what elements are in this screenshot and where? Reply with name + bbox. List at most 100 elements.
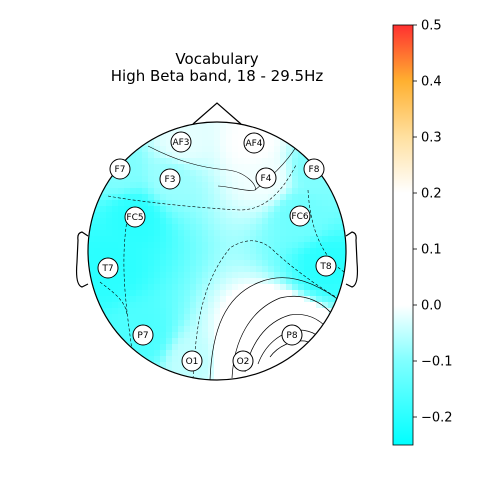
heatmap-cell — [172, 260, 179, 267]
heatmap-cell — [298, 242, 305, 249]
heatmap-cell — [262, 134, 269, 141]
heatmap-cell — [208, 302, 215, 309]
heatmap-cell — [172, 236, 179, 243]
heatmap-cell — [268, 194, 275, 201]
colorbar-tick-label: 0.2 — [421, 187, 442, 202]
heatmap-cell — [286, 362, 293, 369]
heatmap-cell — [328, 284, 335, 291]
heatmap-cell — [196, 194, 203, 201]
heatmap-cell — [280, 200, 287, 207]
heatmap-cell — [238, 338, 245, 345]
heatmap-cell — [142, 188, 149, 195]
heatmap-cell — [214, 332, 221, 339]
heatmap-cell — [208, 284, 215, 291]
heatmap-cell — [220, 338, 227, 345]
heatmap-cell — [334, 284, 341, 291]
heatmap-cell — [100, 248, 107, 255]
heatmap-cell — [166, 230, 173, 237]
heatmap-cell — [244, 368, 251, 375]
electrode-label: T8 — [319, 262, 331, 272]
heatmap-cell — [136, 236, 143, 243]
heatmap-cell — [160, 272, 167, 279]
heatmap-cell — [118, 254, 125, 261]
heatmap-cell — [214, 230, 221, 237]
heatmap-cell — [196, 176, 203, 183]
heatmap-cell — [256, 212, 263, 219]
heatmap-cell — [262, 356, 269, 363]
heatmap-cell — [298, 254, 305, 261]
heatmap-cell — [196, 374, 203, 380]
heatmap-cell — [298, 266, 305, 273]
electrode-label: FC5 — [126, 213, 143, 223]
heatmap-cell — [226, 314, 233, 321]
heatmap-cell — [262, 194, 269, 201]
heatmap-cell — [238, 284, 245, 291]
heatmap-cell — [178, 194, 185, 201]
heatmap-cell — [280, 302, 287, 309]
heatmap-cell — [280, 236, 287, 243]
heatmap-cell — [238, 140, 245, 147]
heatmap-cell — [292, 158, 299, 165]
heatmap-cell — [268, 338, 275, 345]
heatmap-cell — [316, 176, 323, 183]
heatmap-cell — [136, 290, 143, 297]
heatmap-cell — [106, 254, 113, 261]
heatmap-cell — [226, 146, 233, 153]
heatmap-cell — [118, 182, 125, 189]
heatmap-cell — [256, 242, 263, 249]
heatmap-cell — [94, 308, 101, 315]
heatmap-cell — [328, 242, 335, 249]
heatmap-cell — [238, 326, 245, 333]
heatmap-cell — [328, 176, 335, 183]
heatmap-cell — [166, 350, 173, 357]
heatmap-cell — [154, 182, 161, 189]
heatmap-cell — [190, 320, 197, 327]
heatmap-cell — [244, 290, 251, 297]
heatmap-cell — [88, 260, 95, 267]
heatmap-cell — [214, 134, 221, 141]
heatmap-cell — [256, 368, 263, 375]
heatmap-cell — [166, 236, 173, 243]
heatmap-cell — [172, 194, 179, 201]
heatmap-cell — [214, 374, 221, 380]
heatmap-cell — [232, 248, 239, 255]
heatmap-cell — [262, 260, 269, 267]
heatmap-cell — [202, 272, 209, 279]
heatmap-cell — [340, 296, 346, 303]
heatmap-cell — [196, 206, 203, 213]
heatmap-cell — [232, 224, 239, 231]
heatmap-cell — [256, 194, 263, 201]
heatmap-cell — [154, 308, 161, 315]
heatmap-cell — [178, 212, 185, 219]
heatmap-cell — [334, 254, 341, 261]
heatmap-cell — [262, 188, 269, 195]
electrode-o2 — [232, 350, 254, 372]
heatmap-cell — [148, 182, 155, 189]
heatmap-cell — [196, 128, 203, 135]
heatmap-cell — [208, 188, 215, 195]
heatmap-cell — [184, 230, 191, 237]
heatmap-cell — [136, 260, 143, 267]
heatmap-cell — [100, 206, 107, 213]
electrode-p7 — [132, 324, 154, 346]
heatmap-cell — [316, 302, 323, 309]
heatmap-cell — [196, 170, 203, 177]
heatmap-cell — [262, 254, 269, 261]
heatmap-cell — [178, 290, 185, 297]
heatmap-cell — [286, 344, 293, 351]
heatmap-cell — [274, 164, 281, 171]
heatmap-cell — [280, 158, 287, 165]
heatmap-cell — [316, 308, 323, 315]
heatmap-cell — [148, 350, 155, 357]
heatmap-cell — [244, 194, 251, 201]
heatmap-cell — [154, 254, 161, 261]
heatmap-cell — [148, 278, 155, 285]
heatmap-cell — [196, 152, 203, 159]
heatmap-cell — [100, 296, 107, 303]
heatmap-cell — [340, 254, 346, 261]
heatmap-cell — [94, 254, 101, 261]
heatmap-cell — [178, 224, 185, 231]
heatmap-cell — [94, 272, 101, 279]
heatmap-cell — [142, 182, 149, 189]
heatmap-cell — [118, 218, 125, 225]
